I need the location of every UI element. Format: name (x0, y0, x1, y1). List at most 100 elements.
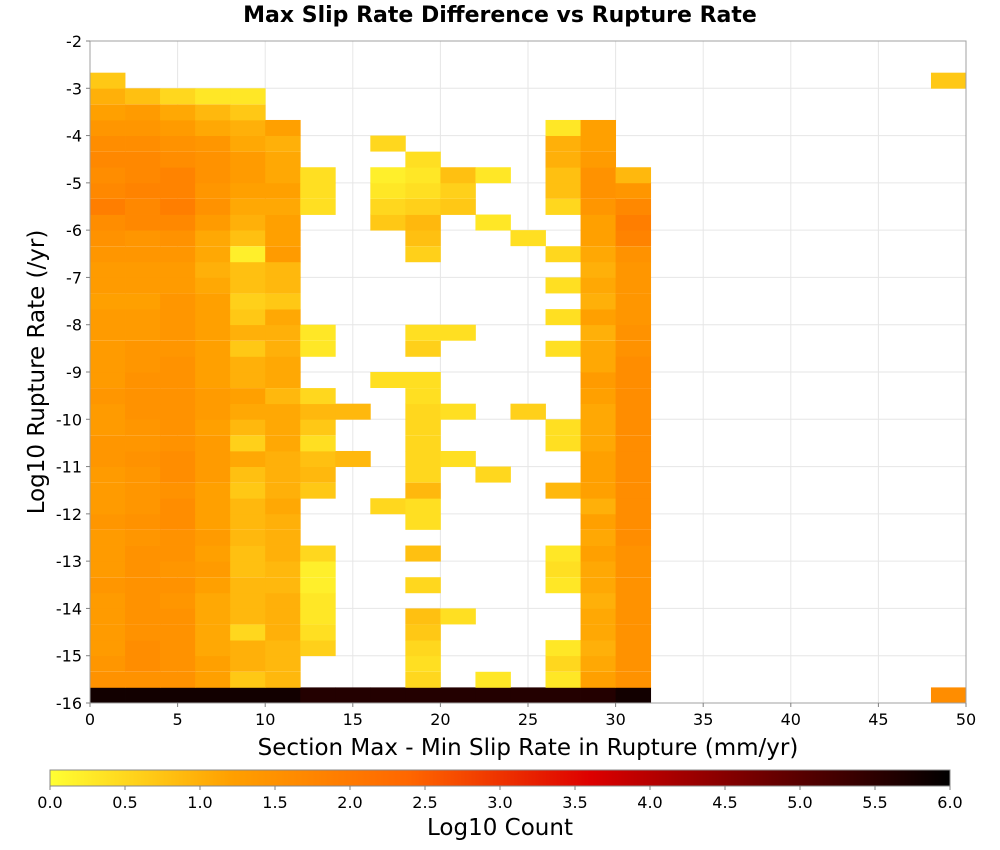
heatmap-cell (230, 561, 266, 578)
heatmap-cell (230, 356, 266, 373)
heatmap-cell (230, 293, 266, 310)
heatmap-cell (580, 182, 616, 199)
heatmap-cell (125, 640, 161, 657)
heatmap-cell (615, 403, 652, 420)
heatmap-cell (230, 135, 266, 152)
heatmap-cell (370, 198, 406, 215)
heatmap-cell (300, 545, 336, 562)
heatmap-cell (615, 388, 652, 405)
heatmap-cell (545, 561, 581, 578)
heatmap-cell (195, 640, 231, 657)
heatmap-cell (90, 277, 126, 294)
heatmap-cell (440, 403, 476, 420)
heatmap-cell (545, 419, 581, 436)
heatmap-cell (195, 198, 231, 215)
heatmap-cell (90, 577, 126, 594)
heatmap-cell (160, 261, 196, 278)
heatmap-cell (580, 577, 616, 594)
heatmap-cell (230, 419, 266, 436)
heatmap-cell (230, 450, 266, 467)
heatmap-cell (230, 529, 266, 546)
heatmap-cell (90, 529, 126, 546)
heatmap-cell (615, 435, 652, 452)
heatmap-cell (265, 640, 301, 657)
heatmap-cell (265, 577, 301, 594)
heatmap-cell (230, 198, 266, 215)
heatmap-cell (160, 151, 196, 168)
heatmap-cell (580, 151, 616, 168)
heatmap-cell (90, 309, 126, 326)
heatmap-cell (90, 135, 126, 152)
heatmap-cell (160, 372, 196, 388)
heatmap-cell (160, 135, 196, 152)
heatmap-cell (125, 388, 161, 405)
heatmap-cell (405, 198, 441, 215)
heatmap-cell (615, 655, 652, 672)
heatmap-cell (230, 577, 266, 594)
colorbar-tick-label: 5.5 (862, 793, 887, 812)
heatmap-cell (615, 687, 652, 704)
heatmap-cell (230, 246, 266, 263)
heatmap-cell (90, 167, 126, 184)
heatmap-cell (125, 246, 161, 263)
heatmap-cell (475, 167, 511, 184)
heatmap-cell (580, 640, 616, 657)
heatmap-cell (615, 671, 652, 688)
heatmap-cell (475, 687, 511, 704)
heatmap-cell (265, 151, 301, 168)
heatmap-cell (265, 671, 301, 688)
heatmap-cell (160, 88, 196, 105)
heatmap-cell (125, 198, 161, 215)
heatmap-cell (615, 577, 652, 594)
heatmap-cell (370, 135, 406, 152)
heatmap-cell (545, 135, 581, 152)
heatmap-cell (195, 655, 231, 672)
heatmap-cell (265, 135, 301, 152)
x-tick-label: 45 (868, 710, 888, 729)
heatmap-cell (195, 498, 231, 515)
heatmap-cell (265, 561, 301, 578)
heatmap-cell (90, 198, 126, 215)
heatmap-cell (405, 340, 441, 357)
heatmap-cell (230, 545, 266, 562)
heatmap-cell (475, 214, 511, 231)
heatmap-cell (160, 545, 196, 562)
heatmap-cell (265, 498, 301, 515)
heatmap-cell (125, 372, 161, 388)
heatmap-cell (615, 340, 652, 357)
heatmap-cell (300, 388, 336, 405)
heatmap-cell (405, 687, 441, 704)
heatmap-cell (195, 545, 231, 562)
heatmap-cell (615, 419, 652, 436)
heatmap-cell (440, 687, 476, 704)
heatmap-cell (615, 356, 652, 373)
heatmap-cell (160, 419, 196, 436)
heatmap-cell (195, 119, 231, 136)
heatmap-cell (580, 309, 616, 326)
heatmap-cell (90, 466, 126, 483)
heatmap-cell (230, 435, 266, 452)
y-tick-label: -8 (66, 316, 82, 335)
heatmap-cell (265, 119, 301, 136)
heatmap-cell (90, 104, 126, 121)
heatmap-cell (580, 655, 616, 672)
heatmap-cell (125, 356, 161, 373)
heatmap-cell (125, 419, 161, 436)
heatmap-cell (335, 450, 371, 467)
heatmap-cell (230, 277, 266, 294)
heatmap-cell (545, 655, 581, 672)
heatmap-cell (90, 324, 126, 341)
heatmap-cell (195, 88, 231, 105)
chart-title: Max Slip Rate Difference vs Rupture Rate (243, 3, 757, 28)
heatmap-cell (265, 340, 301, 357)
heatmap-cell (580, 135, 616, 152)
heatmap-cell (195, 309, 231, 326)
heatmap-cell (195, 246, 231, 263)
heatmap-cell (580, 198, 616, 215)
heatmap-cell (335, 687, 371, 704)
heatmap-cell (125, 671, 161, 688)
heatmap-cell (90, 340, 126, 357)
heatmap-cell (125, 104, 161, 121)
y-tick-label: -3 (66, 79, 82, 98)
heatmap-cell (265, 167, 301, 184)
